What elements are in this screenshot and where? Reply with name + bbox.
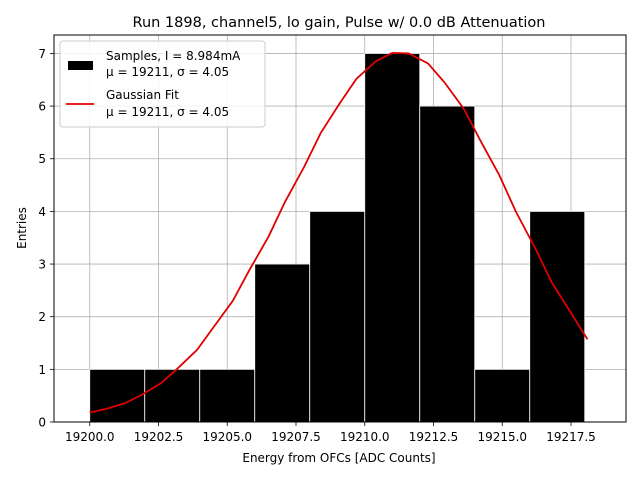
histogram-bar	[529, 210, 586, 423]
x-tick-label: 19207.5	[271, 430, 321, 444]
x-tick-label: 19215.0	[477, 430, 527, 444]
histogram-bar	[309, 210, 366, 423]
legend-histogram-stats: μ = 19211, σ = 4.05	[106, 65, 229, 79]
x-axis-ticks: 19200.0 19202.5 19205.0 19207.5 19210.0 19212…	[65, 422, 596, 444]
x-tick-label: 19217.5	[546, 430, 596, 444]
histogram-bar	[89, 368, 146, 423]
y-tick-label: 5	[38, 152, 46, 166]
legend-histogram-label: Samples, I = 8.984mA	[106, 49, 241, 63]
y-tick-label: 2	[38, 310, 46, 324]
legend: Samples, I = 8.984mA μ = 19211, σ = 4.05…	[59, 40, 266, 128]
y-tick-label: 3	[38, 258, 46, 272]
x-axis-label: Energy from OFCs [ADC Counts]	[242, 451, 435, 465]
legend-fit-stats: μ = 19211, σ = 4.05	[106, 105, 229, 119]
x-tick-label: 19200.0	[65, 430, 115, 444]
legend-box	[59, 40, 266, 128]
gaussian-fit-line	[89, 51, 589, 414]
x-tick-label: 19205.0	[202, 430, 252, 444]
histogram-bar	[419, 105, 476, 423]
plot-frame	[53, 34, 627, 423]
y-tick-label: 4	[38, 205, 46, 219]
histogram-bar	[199, 368, 256, 423]
y-axis-label: Entries	[15, 207, 29, 249]
y-tick-label: 6	[38, 100, 46, 114]
legend-histogram-swatch	[68, 61, 93, 70]
y-tick-label: 1	[38, 363, 46, 377]
gaussian-fit	[89, 51, 589, 414]
x-tick-label: 19202.5	[134, 430, 184, 444]
y-tick-label: 7	[38, 47, 46, 61]
x-tick-label: 19210.0	[340, 430, 390, 444]
y-tick-label: 0	[38, 416, 46, 430]
y-axis-ticks: 0 1 2 3 4 5 6 7	[38, 47, 54, 430]
chart-title: Run 1898, channel5, lo gain, Pulse w/ 0.…	[133, 15, 546, 31]
legend-fit-label: Gaussian Fit	[106, 88, 179, 102]
x-tick-label: 19212.5	[409, 430, 459, 444]
histogram-bars	[89, 53, 586, 423]
histogram-bar	[364, 53, 421, 423]
histogram-bar	[474, 368, 531, 423]
histogram-bar	[254, 263, 311, 423]
histogram-bar	[144, 368, 201, 423]
